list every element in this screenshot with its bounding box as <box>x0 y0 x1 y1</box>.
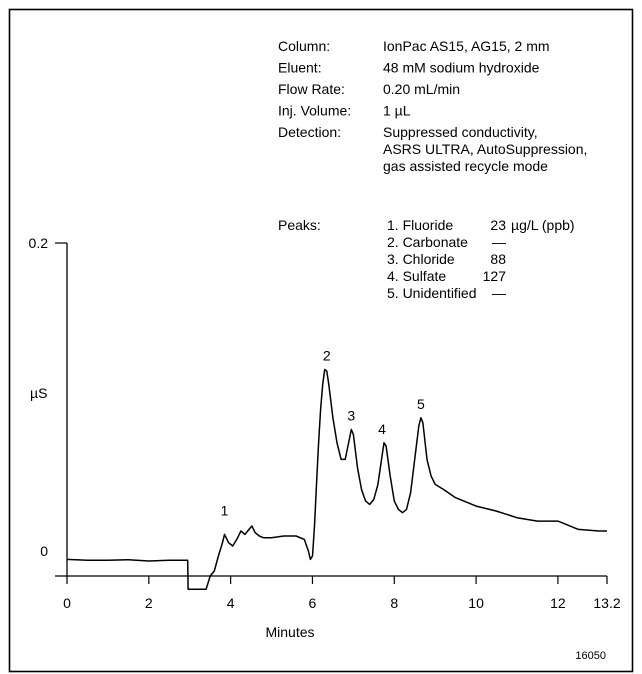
peak-number-label: 4 <box>378 421 386 437</box>
y-tick-label: 0.2 <box>29 235 49 251</box>
x-tick-label: 2 <box>145 595 153 611</box>
x-tick-label: 12 <box>550 595 566 611</box>
peak-name: 1. Fluoride <box>387 217 453 233</box>
axes: 0 2 4 6 8 10 12 13.200.2 <box>29 235 621 611</box>
peak-name: 4. Sulfate <box>387 268 446 284</box>
x-tick-label: 10 <box>468 595 484 611</box>
plot-area: 1 2 3 4 5 <box>66 348 607 591</box>
condition-label: Flow Rate: <box>278 81 345 97</box>
y-axis-label: µS <box>30 385 47 401</box>
peak-amount: — <box>492 285 506 301</box>
conditions-block: Column: IonPac AS15, AG15, 2 mm Eluent: 48 … <box>278 38 587 174</box>
peak-number-label: 2 <box>323 348 331 364</box>
condition-value: 0.20 mL/min <box>383 81 460 97</box>
figure-frame <box>8 8 634 673</box>
condition-label: Inj. Volume: <box>278 103 351 119</box>
peak-amount: — <box>492 234 506 250</box>
condition-value: 48 mM sodium hydroxide <box>383 60 540 76</box>
peak-number-label: 5 <box>417 396 425 412</box>
peak-amount: 23 <box>490 217 506 233</box>
peak-number-label: 3 <box>347 407 355 423</box>
x-tick-label: 13.2 <box>593 595 620 611</box>
condition-value: IonPac AS15, AG15, 2 mm <box>383 38 550 54</box>
condition-value: ASRS ULTRA, AutoSuppression, <box>383 141 587 157</box>
x-tick-label: 0 <box>63 595 71 611</box>
condition-label: Detection: <box>278 124 341 140</box>
peak-number-label: 1 <box>221 502 229 518</box>
condition-label: Eluent: <box>278 60 322 76</box>
peak-amount: 127 <box>483 268 507 284</box>
figure-id: 16050 <box>575 650 606 662</box>
peak-name: 5. Unidentified <box>387 285 477 301</box>
x-axis-label: Minutes <box>265 624 314 640</box>
condition-value: Suppressed conductivity, <box>383 124 538 140</box>
x-tick-label: 6 <box>309 595 317 611</box>
condition-label: Column: <box>278 38 330 54</box>
condition-value: gas assisted recycle mode <box>383 158 548 174</box>
peaks-legend: Peaks: 1. Fluoride 23 µg/L (ppb) 2. Carbonat… <box>278 217 575 301</box>
peak-unit: µg/L (ppb) <box>511 217 575 233</box>
peak-name: 3. Chloride <box>387 251 455 267</box>
peak-name: 2. Carbonate <box>387 234 468 250</box>
condition-value: 1 µL <box>383 103 411 119</box>
x-tick-label: 8 <box>390 595 398 611</box>
chromatogram-trace <box>66 368 607 591</box>
x-tick-label: 4 <box>227 595 235 611</box>
y-tick-label: 0 <box>40 543 48 559</box>
peaks-label: Peaks: <box>278 217 321 233</box>
peak-amount: 88 <box>490 251 506 267</box>
